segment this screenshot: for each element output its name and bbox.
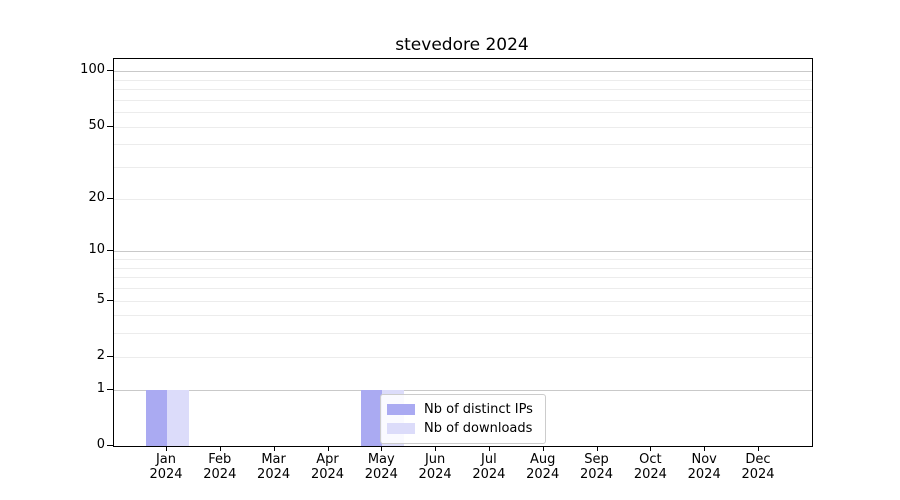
- y-tick-label: 20: [88, 189, 105, 205]
- x-tick-label-aug: Aug 2024: [511, 452, 575, 482]
- y-gridline-minor: [114, 112, 812, 114]
- x-tick-month: Aug: [529, 452, 556, 467]
- y-tick-label: 1: [96, 380, 105, 396]
- x-tick-label-mar: Mar 2024: [242, 452, 306, 482]
- x-tick-mark: [166, 446, 167, 451]
- x-tick-month: Feb: [208, 452, 232, 467]
- x-tick-year: 2024: [418, 467, 452, 482]
- y-tick-mark: [107, 388, 113, 390]
- x-tick-mark: [596, 446, 598, 451]
- bar-nb-of-distinct-ips-jan: [145, 389, 167, 446]
- x-tick-label-feb: Feb 2024: [188, 452, 252, 482]
- y-tick-label: 5: [96, 291, 105, 307]
- x-tick-year: 2024: [526, 467, 560, 482]
- y-gridline-minor: [114, 167, 812, 169]
- x-tick-month: Dec: [745, 452, 771, 467]
- x-tick-mark: [542, 446, 544, 451]
- x-tick-year: 2024: [203, 467, 237, 482]
- y-gridline-minor: [114, 89, 812, 91]
- legend-label: Nb of distinct IPs: [424, 402, 533, 417]
- y-gridline-minor: [114, 356, 812, 358]
- y-gridline-minor: [114, 288, 812, 289]
- x-tick-year: 2024: [741, 467, 775, 482]
- y-tick-mark: [107, 355, 113, 357]
- y-gridline-major: [114, 71, 812, 73]
- x-tick-month: Apr: [316, 452, 339, 467]
- x-tick-year: 2024: [633, 467, 667, 482]
- x-tick-year: 2024: [149, 467, 183, 482]
- x-tick-mark: [327, 446, 329, 451]
- x-tick-mark: [704, 446, 706, 451]
- y-gridline-minor: [114, 99, 812, 101]
- x-tick-month: Nov: [691, 452, 717, 467]
- x-tick-mark: [650, 446, 652, 451]
- x-tick-label-jul: Jul 2024: [457, 452, 521, 482]
- legend-row: Nb of distinct IPs: [387, 400, 533, 419]
- x-tick-mark: [381, 446, 383, 451]
- x-tick-month: May: [367, 452, 395, 467]
- legend-swatch: [387, 423, 415, 434]
- x-tick-year: 2024: [579, 467, 614, 482]
- y-gridline-minor: [114, 267, 812, 269]
- y-gridline-minor: [114, 315, 812, 317]
- legend-swatch: [387, 404, 415, 415]
- legend-label: Nb of downloads: [424, 421, 533, 436]
- y-tick-label: 100: [80, 62, 105, 78]
- x-tick-mark: [219, 446, 221, 451]
- x-tick-month: Sep: [584, 452, 609, 467]
- x-tick-mark: [488, 446, 490, 451]
- y-gridline-major: [114, 389, 812, 391]
- x-tick-mark: [435, 446, 437, 451]
- bar-nb-of-distinct-ips-may: [360, 389, 383, 446]
- x-tick-year: 2024: [472, 467, 506, 482]
- x-tick-label-jun: Jun 2024: [403, 452, 467, 482]
- y-gridline-major: [114, 251, 812, 253]
- bar-nb-of-downloads-jan: [167, 389, 189, 446]
- y-tick-label: 10: [88, 242, 105, 258]
- x-tick-month: Jul: [481, 452, 497, 467]
- y-tick-mark: [107, 299, 113, 301]
- y-gridline-minor: [114, 126, 812, 128]
- x-tick-label-nov: Nov 2024: [672, 452, 736, 482]
- legend-row: Nb of downloads: [387, 419, 533, 438]
- legend: Nb of distinct IPs Nb of downloads: [380, 394, 546, 444]
- y-gridline-minor: [114, 198, 812, 200]
- x-tick-year: 2024: [364, 467, 398, 482]
- y-tick-label: 50: [88, 117, 105, 133]
- y-tick-mark: [107, 250, 113, 252]
- y-tick-mark: [107, 70, 113, 72]
- x-tick-label-sep: Sep 2024: [565, 452, 629, 482]
- chart-title: stevedore 2024: [395, 35, 529, 55]
- y-tick-mark: [107, 197, 113, 199]
- y-gridline-minor: [114, 144, 812, 146]
- x-tick-month: Mar: [261, 452, 286, 467]
- y-gridline-minor: [114, 259, 812, 260]
- x-tick-label-jan: Jan 2024: [134, 452, 198, 482]
- x-tick-label-dec: Dec 2024: [726, 452, 790, 482]
- x-tick-year: 2024: [257, 467, 291, 482]
- x-tick-label-may: May 2024: [349, 452, 413, 482]
- y-tick-mark: [107, 125, 113, 127]
- y-gridline-minor: [114, 333, 812, 335]
- x-tick-year: 2024: [687, 467, 721, 482]
- x-tick-mark: [758, 446, 759, 451]
- y-gridline-minor: [114, 79, 812, 81]
- x-tick-label-apr: Apr 2024: [296, 452, 360, 482]
- y-tick-label: 2: [96, 347, 105, 363]
- x-tick-month: Jun: [424, 452, 446, 467]
- x-tick-mark: [273, 446, 275, 451]
- x-tick-month: Jan: [155, 452, 177, 467]
- x-tick-year: 2024: [310, 467, 345, 482]
- x-tick-month: Oct: [639, 452, 662, 467]
- plot-area: Nb of distinct IPs Nb of downloads: [113, 58, 813, 447]
- y-tick-label: 0: [96, 437, 105, 452]
- x-tick-label-oct: Oct 2024: [618, 452, 682, 482]
- y-gridline-minor: [114, 277, 812, 279]
- y-tick-mark: [107, 445, 113, 446]
- y-gridline-minor: [114, 300, 812, 302]
